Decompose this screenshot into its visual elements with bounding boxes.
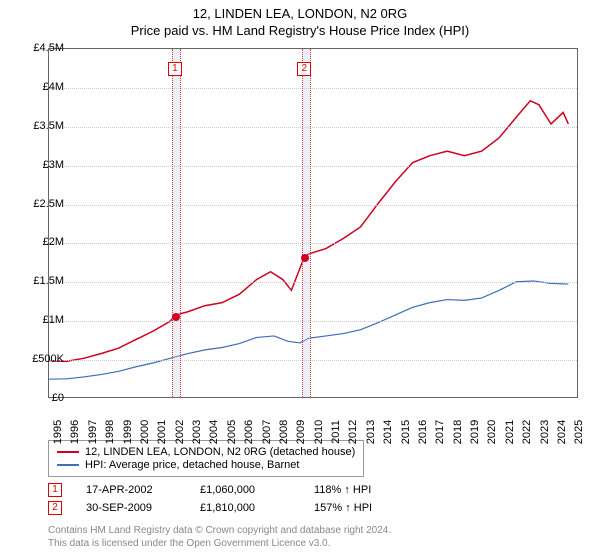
y-tick-label: £1.5M bbox=[33, 275, 64, 287]
x-tick-label: 2025 bbox=[573, 420, 585, 444]
x-tick-label: 2018 bbox=[452, 420, 464, 444]
page-subtitle: Price paid vs. HM Land Registry's House … bbox=[0, 23, 600, 38]
y-tick-label: £3M bbox=[43, 159, 64, 171]
footer-attribution: Contains HM Land Registry data © Crown c… bbox=[48, 524, 391, 550]
legend-label: HPI: Average price, detached house, Barn… bbox=[85, 459, 299, 471]
sale-pct: 157% ↑ HPI bbox=[314, 502, 404, 514]
y-tick-label: £3.5M bbox=[33, 120, 64, 132]
footer-line1: Contains HM Land Registry data © Crown c… bbox=[48, 524, 391, 537]
x-tick-label: 2000 bbox=[139, 420, 151, 444]
x-tick-label: 2004 bbox=[208, 420, 220, 444]
y-tick-label: £4.5M bbox=[33, 42, 64, 54]
x-tick-label: 2009 bbox=[295, 420, 307, 444]
chart-plot-area bbox=[48, 48, 578, 398]
x-tick-label: 2012 bbox=[347, 420, 359, 444]
x-tick-label: 1998 bbox=[104, 420, 116, 444]
x-tick-label: 2022 bbox=[521, 420, 533, 444]
y-tick-label: £0 bbox=[52, 392, 64, 404]
y-tick-label: £2M bbox=[43, 236, 64, 248]
x-tick-label: 2005 bbox=[226, 420, 238, 444]
y-tick-label: £500K bbox=[32, 353, 64, 365]
sale-row: 1 17-APR-2002 £1,060,000 118% ↑ HPI bbox=[48, 483, 404, 497]
sale-band bbox=[172, 49, 181, 397]
x-tick-label: 1999 bbox=[122, 420, 134, 444]
x-tick-label: 2002 bbox=[174, 420, 186, 444]
footer-line2: This data is licensed under the Open Gov… bbox=[48, 537, 391, 550]
x-tick-label: 2003 bbox=[191, 420, 203, 444]
x-tick-label: 2001 bbox=[156, 420, 168, 444]
sale-dot bbox=[172, 313, 180, 321]
x-tick-label: 2023 bbox=[539, 420, 551, 444]
y-tick-label: £2.5M bbox=[33, 198, 64, 210]
chart-legend: 12, LINDEN LEA, LONDON, N2 0RG (detached… bbox=[48, 440, 364, 477]
x-tick-label: 2013 bbox=[365, 420, 377, 444]
sale-row-marker: 1 bbox=[48, 483, 62, 497]
x-tick-label: 2008 bbox=[278, 420, 290, 444]
sale-pct: 118% ↑ HPI bbox=[314, 484, 404, 496]
sale-dot bbox=[301, 254, 309, 262]
y-tick-label: £4M bbox=[43, 81, 64, 93]
x-tick-label: 2024 bbox=[556, 420, 568, 444]
x-tick-label: 2015 bbox=[400, 420, 412, 444]
page-title: 12, LINDEN LEA, LONDON, N2 0RG bbox=[0, 6, 600, 21]
x-tick-label: 2014 bbox=[382, 420, 394, 444]
x-tick-label: 1996 bbox=[69, 420, 81, 444]
x-tick-label: 1997 bbox=[87, 420, 99, 444]
legend-swatch bbox=[57, 464, 79, 466]
legend-row: 12, LINDEN LEA, LONDON, N2 0RG (detached… bbox=[57, 446, 355, 458]
legend-row: HPI: Average price, detached house, Barn… bbox=[57, 459, 355, 471]
x-tick-label: 1995 bbox=[52, 420, 64, 444]
x-tick-label: 2019 bbox=[469, 420, 481, 444]
chart-svg bbox=[49, 49, 577, 397]
legend-swatch bbox=[57, 451, 79, 453]
sale-band bbox=[302, 49, 311, 397]
sales-table: 1 17-APR-2002 £1,060,000 118% ↑ HPI 2 30-SEP-… bbox=[48, 483, 404, 519]
x-tick-label: 2011 bbox=[330, 420, 342, 444]
sale-marker-box: 2 bbox=[297, 62, 311, 76]
sale-price: £1,060,000 bbox=[200, 484, 290, 496]
x-tick-label: 2007 bbox=[261, 420, 273, 444]
y-tick-label: £1M bbox=[43, 314, 64, 326]
x-tick-label: 2017 bbox=[434, 420, 446, 444]
x-tick-label: 2021 bbox=[504, 420, 516, 444]
sale-date: 17-APR-2002 bbox=[86, 484, 176, 496]
sale-price: £1,810,000 bbox=[200, 502, 290, 514]
sale-marker-box: 1 bbox=[168, 62, 182, 76]
sale-date: 30-SEP-2009 bbox=[86, 502, 176, 514]
x-tick-label: 2006 bbox=[243, 420, 255, 444]
x-tick-label: 2010 bbox=[313, 420, 325, 444]
x-tick-label: 2020 bbox=[486, 420, 498, 444]
sale-row: 2 30-SEP-2009 £1,810,000 157% ↑ HPI bbox=[48, 501, 404, 515]
legend-label: 12, LINDEN LEA, LONDON, N2 0RG (detached… bbox=[85, 446, 355, 458]
sale-row-marker: 2 bbox=[48, 501, 62, 515]
x-tick-label: 2016 bbox=[417, 420, 429, 444]
